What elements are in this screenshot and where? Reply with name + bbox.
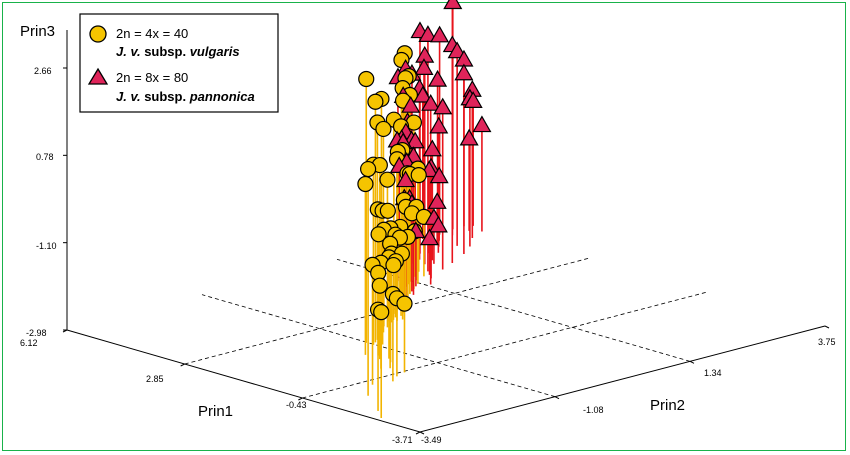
- triangle-point-5: [418, 25, 438, 42]
- y-tick-mark-0: [419, 431, 425, 435]
- triangle-point-13: [429, 166, 449, 184]
- triangle-point-15: [430, 25, 450, 43]
- axes: [62, 30, 830, 435]
- circle-point-20: [367, 93, 384, 110]
- legend-triangle-marker: [87, 67, 109, 85]
- circle-point-11: [371, 277, 388, 294]
- circle-point-19: [358, 70, 375, 88]
- circle-point-23: [379, 171, 396, 188]
- legend-entry-1-line1: 2n = 4x = 40: [116, 26, 188, 41]
- z-tick-3: -2.98: [26, 328, 47, 338]
- y-tick-3: 3.75: [818, 337, 836, 347]
- y-tick-mark-1: [554, 396, 560, 400]
- legend-circle-marker: [89, 25, 107, 43]
- triangle-point-49: [472, 115, 492, 133]
- triangle-point-36: [463, 91, 483, 108]
- triangle-point-14: [428, 69, 448, 87]
- circle-point-21: [375, 120, 392, 138]
- legend-entry-2-line2: J. v. subsp. pannonica: [116, 89, 255, 104]
- triangle-point-43: [421, 93, 441, 111]
- z-tick-2: -1.10: [36, 241, 57, 251]
- circle-point-5: [396, 295, 413, 312]
- triangle-point-8: [422, 139, 442, 157]
- floor-edge: [66, 325, 826, 433]
- triangle-point-39: [454, 63, 474, 81]
- floor-grid-line-y-1: [336, 258, 691, 362]
- y-tick-0: -3.49: [421, 435, 442, 445]
- x-tick-mark-3: [415, 431, 421, 435]
- triangle-point-3: [396, 170, 416, 188]
- circle-point-2: [373, 304, 390, 321]
- triangle-point-34: [413, 85, 433, 103]
- markers: [357, 0, 492, 321]
- x-tick-mark-1: [180, 363, 185, 367]
- x-tick-mark-0: [62, 329, 68, 333]
- triangle-point-19: [428, 215, 448, 233]
- z-tick-1: 0.78: [36, 152, 54, 162]
- triangle-point-2: [401, 95, 421, 113]
- circle-point-0: [360, 160, 377, 178]
- triangle-point-41: [433, 97, 453, 115]
- legend-entry-1-line2: J. v. subsp. vulgaris: [116, 44, 240, 59]
- legend-box: [79, 13, 279, 113]
- triangle-point-21: [419, 228, 440, 246]
- z-tick-0: 2.66: [34, 66, 52, 76]
- x-axis-title: Prin1: [198, 403, 233, 420]
- triangle-point-12: [429, 116, 449, 134]
- legend-entry-2-line1: 2n = 8x = 80: [116, 70, 188, 85]
- x-tick-2: -0.43: [286, 400, 307, 410]
- x-tick-1: 2.85: [146, 374, 164, 384]
- x-tick-3: -3.71: [392, 435, 413, 445]
- x-tick-0: 6.12: [20, 338, 38, 348]
- circle-point-15: [357, 175, 374, 193]
- triangle-point-11: [414, 58, 434, 75]
- y-tick-mark-2: [689, 360, 695, 364]
- z-axis-title: Prin3: [20, 23, 55, 40]
- triangle-point-33: [405, 131, 425, 149]
- y-axis-title: Prin2: [650, 397, 685, 414]
- y-tick-mark-3: [824, 325, 830, 329]
- triangle-point-37: [459, 128, 479, 146]
- y-tick-2: 1.34: [704, 368, 722, 378]
- circle-point-54: [410, 167, 427, 184]
- circle-point-29: [379, 202, 396, 219]
- circle-point-13: [370, 226, 387, 243]
- triangle-point-18: [427, 192, 447, 209]
- legend: 2n = 4x = 40 J. v. subsp. vulgaris 2n = …: [79, 13, 279, 113]
- circle-point-27: [385, 256, 402, 274]
- triangle-point-47: [447, 41, 467, 59]
- triangle-point-17: [443, 0, 463, 10]
- y-tick-1: -1.08: [583, 405, 604, 415]
- x-tick-mark-2: [298, 397, 303, 401]
